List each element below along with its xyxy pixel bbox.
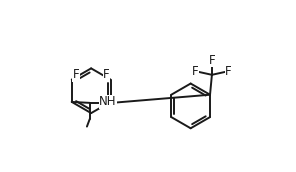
Text: F: F xyxy=(209,53,215,67)
Text: NH: NH xyxy=(99,95,117,108)
Text: F: F xyxy=(73,68,79,81)
Text: F: F xyxy=(192,66,199,78)
Text: F: F xyxy=(103,68,110,81)
Text: F: F xyxy=(225,66,232,78)
